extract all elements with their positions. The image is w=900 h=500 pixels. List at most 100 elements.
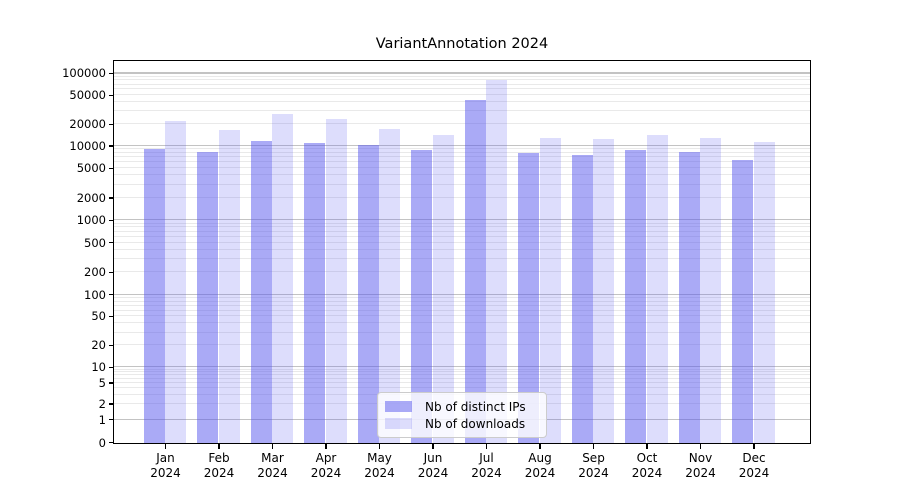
bar-downloads-may: [379, 128, 401, 443]
y-tick-mark-5000: [108, 167, 113, 170]
y-tick-mark-10000: [108, 145, 113, 147]
minor-gridline-50000: [114, 94, 810, 96]
y-tick-label-1000: 1000: [76, 213, 106, 228]
minor-gridline-600: [114, 235, 810, 237]
minor-gridline-200: [114, 271, 810, 273]
minor-gridline-6: [114, 377, 810, 379]
major-gridline-1000: [114, 219, 810, 221]
y-tick-label-0: 0: [98, 435, 106, 450]
minor-gridline-80: [114, 300, 810, 302]
y-tick-label-200: 200: [84, 265, 106, 280]
y-tick-label-10000: 10000: [69, 138, 106, 153]
bar-downloads-apr: [325, 118, 347, 443]
y-tick-label-50: 50: [91, 309, 106, 324]
minor-gridline-500: [114, 241, 810, 243]
minor-gridline-60000: [114, 88, 810, 90]
minor-gridline-70: [114, 304, 810, 306]
chart-title: VariantAnnotation 2024: [375, 36, 549, 52]
y-tick-mark-2: [108, 403, 113, 405]
y-tick-label-1: 1: [98, 412, 106, 427]
bar-distinct-ips-feb: [197, 152, 219, 443]
x-tick-label-jul: Jul 2024: [471, 451, 502, 480]
bar-downloads-oct: [646, 134, 668, 443]
minor-gridline-400: [114, 248, 810, 250]
x-tick-mark-nov: [699, 444, 702, 449]
y-tick-label-5: 5: [98, 375, 106, 390]
x-tick-label-nov: Nov 2024: [685, 451, 716, 480]
legend-label-distinct-ips: Nb of distinct IPs: [425, 399, 526, 414]
y-tick-label-50000: 50000: [69, 88, 106, 103]
legend-label-downloads: Nb of downloads: [425, 416, 526, 431]
y-tick-mark-200: [108, 271, 113, 274]
bar-distinct-ips-sep: [571, 154, 593, 443]
legend-item-distinct-ips: Nb of distinct IPs: [385, 398, 539, 415]
minor-gridline-5: [114, 381, 810, 383]
y-tick-label-2: 2: [98, 396, 106, 411]
y-tick-mark-50: [108, 315, 113, 318]
bar-downloads-nov: [700, 138, 722, 443]
bar-downloads-mar: [272, 113, 294, 443]
y-tick-mark-500: [108, 242, 113, 244]
minor-gridline-7000: [114, 156, 810, 158]
major-gridline-100000: [114, 72, 810, 74]
minor-gridline-40000: [114, 101, 810, 103]
minor-gridline-30: [114, 331, 810, 333]
minor-gridline-900: [114, 222, 810, 224]
major-gridline-10000: [114, 144, 810, 147]
y-tick-label-100: 100: [84, 287, 106, 302]
x-tick-mark-mar: [271, 444, 274, 449]
x-tick-mark-sep: [592, 444, 595, 449]
y-tick-label-5000: 5000: [76, 161, 106, 176]
x-tick-mark-apr: [325, 444, 327, 449]
x-tick-mark-aug: [539, 444, 541, 449]
bar-distinct-ips-jun: [411, 149, 433, 443]
legend-item-downloads: Nb of downloads: [385, 415, 539, 432]
bar-downloads-jun: [432, 135, 454, 443]
legend-swatch-downloads-icon: [385, 418, 412, 429]
minor-gridline-30000: [114, 110, 810, 112]
minor-gridline-60: [114, 309, 810, 311]
minor-gridline-50: [114, 315, 810, 317]
bar-distinct-ips-dec: [732, 159, 754, 443]
legend-swatch-distinct-ips-icon: [385, 401, 412, 412]
minor-gridline-70000: [114, 83, 810, 85]
bar-downloads-jul: [486, 79, 508, 443]
bar-distinct-ips-apr: [304, 142, 326, 443]
y-tick-mark-0: [108, 442, 113, 444]
bar-downloads-sep: [593, 139, 615, 443]
y-tick-label-100000: 100000: [62, 66, 106, 81]
y-tick-mark-5: [108, 382, 113, 384]
x-tick-label-may: May 2024: [364, 451, 395, 480]
x-tick-label-feb: Feb 2024: [203, 451, 235, 480]
bar-distinct-ips-oct: [625, 149, 647, 443]
x-tick-label-dec: Dec 2024: [738, 451, 770, 480]
y-tick-label-20000: 20000: [69, 117, 106, 132]
x-tick-label-jan: Jan 2024: [150, 451, 181, 480]
minor-gridline-4: [114, 387, 810, 389]
minor-gridline-90000: [114, 75, 810, 77]
minor-gridline-2000: [114, 196, 810, 198]
y-tick-mark-1: [108, 419, 113, 421]
minor-gridline-8000: [114, 152, 810, 154]
x-tick-mark-jan: [164, 444, 167, 449]
major-gridline-10: [114, 366, 810, 368]
bar-downloads-jan: [165, 120, 187, 443]
bar-downloads-aug: [539, 137, 561, 443]
plot-area: Nb of distinct IPs Nb of downloads: [113, 60, 811, 444]
x-tick-mark-jul: [485, 444, 488, 449]
y-tick-mark-20: [108, 344, 113, 347]
x-tick-mark-oct: [646, 444, 648, 449]
y-tick-mark-2000: [108, 197, 113, 199]
x-tick-mark-feb: [218, 444, 220, 449]
minor-gridline-40: [114, 322, 810, 324]
minor-gridline-300: [114, 258, 810, 260]
major-gridline-100: [114, 293, 810, 295]
x-tick-label-apr: Apr 2024: [310, 451, 342, 480]
y-tick-label-500: 500: [84, 235, 106, 250]
x-tick-mark-may: [378, 444, 381, 449]
bar-distinct-ips-jul: [464, 99, 486, 443]
minor-gridline-80000: [114, 79, 810, 81]
y-tick-mark-10: [108, 366, 113, 368]
y-tick-label-10: 10: [91, 360, 106, 375]
